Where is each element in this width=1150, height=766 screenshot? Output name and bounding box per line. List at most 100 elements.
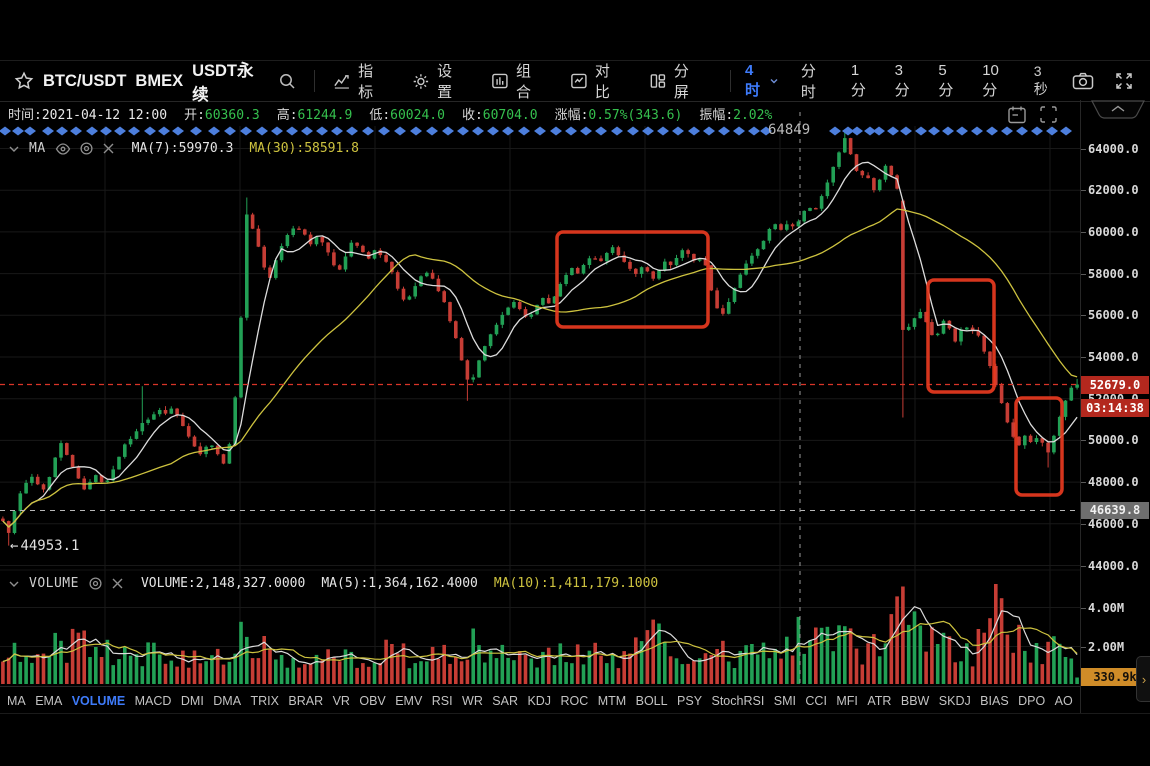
symbol-title: BTC/USDT BMEX USDT永续 xyxy=(14,57,260,105)
contract-type: USDT永续 xyxy=(192,62,254,104)
axis-tick-mark xyxy=(1081,523,1086,525)
ma-legend-name: MA xyxy=(29,141,46,156)
tab-smi[interactable]: SMI xyxy=(773,693,796,708)
price-axis[interactable] xyxy=(1080,100,1150,713)
toolbar-item-indicator[interactable]: 指标 xyxy=(333,60,386,102)
axis-tick-mark xyxy=(1081,148,1086,150)
tab-volume[interactable]: VOLUME xyxy=(71,693,126,708)
timeframe-1分[interactable]: 1分 xyxy=(850,62,866,99)
info-field: 涨幅:0.57%(343.6) xyxy=(554,107,683,123)
tab-trix[interactable]: TRIX xyxy=(250,693,279,708)
info-field: 时间:2021-04-12 12:00 xyxy=(8,107,168,123)
axis-tick-label: 50000.0 xyxy=(1088,433,1139,448)
tab-bbw[interactable]: BBW xyxy=(900,693,930,708)
tab-psy[interactable]: PSY xyxy=(677,693,703,708)
close-icon[interactable] xyxy=(102,142,115,155)
calendar-icon[interactable] xyxy=(1006,104,1028,126)
info-field: 收:60704.0 xyxy=(461,107,538,123)
collapse-pane-tab[interactable] xyxy=(1091,100,1145,124)
tab-vr[interactable]: VR xyxy=(332,693,350,708)
tab-sar[interactable]: SAR xyxy=(492,693,518,708)
indicator-settings-icon[interactable] xyxy=(88,576,103,591)
candle-countdown-badge: 03:14:38 xyxy=(1081,399,1149,417)
tab-dma[interactable]: DMA xyxy=(213,693,242,708)
axis-tick-label: 4.00M xyxy=(1088,600,1125,615)
axis-tick-mark xyxy=(1081,190,1086,192)
screenshot-frame-icon[interactable] xyxy=(1038,104,1059,126)
tab-kdj[interactable]: KDJ xyxy=(527,693,552,708)
tab-boll[interactable]: BOLL xyxy=(635,693,668,708)
close-icon[interactable] xyxy=(111,577,124,590)
expand-volume-axis-flap[interactable]: › xyxy=(1136,656,1150,702)
toolbar-menu: 指标 设置 组合 对比 分屏 xyxy=(333,60,728,102)
tab-mfi[interactable]: MFI xyxy=(836,693,858,708)
symbol-name[interactable]: BTC/USDT xyxy=(43,71,127,90)
info-field: 高:61244.9 xyxy=(276,107,353,123)
fullscreen-icon[interactable] xyxy=(1114,71,1134,91)
info-field: 低:60024.0 xyxy=(369,107,445,123)
toolbar-item-combo[interactable]: 组合 xyxy=(491,60,544,102)
tab-stochrsi[interactable]: StochRSI xyxy=(711,693,765,708)
tab-bias[interactable]: BIAS xyxy=(980,693,1009,708)
tab-cci[interactable]: CCI xyxy=(805,693,827,708)
axis-tick-mark xyxy=(1081,231,1086,233)
session-low-label: ← 44953.1 xyxy=(10,538,80,554)
volume-legend: VOLUME VOLUME:2,148,327.0000 MA(5):1,364,… xyxy=(8,576,658,591)
ohlc-info-bar: 时间:2021-04-12 12:00 开:60360.3 高:61244.9 低:6… xyxy=(0,100,1088,126)
volume-legend-values: VOLUME:2,148,327.0000 MA(5):1,364,162.400… xyxy=(141,576,658,591)
tab-dpo[interactable]: DPO xyxy=(1018,693,1046,708)
tab-skdj[interactable]: SKDJ xyxy=(938,693,971,708)
legend-value: MA(7):59970.3 xyxy=(131,141,234,156)
eye-icon[interactable] xyxy=(55,142,71,156)
bottom-letterbox xyxy=(0,713,1150,766)
toolbar-left: BTC/USDT BMEX USDT永续 指标 设置 组合 对比 分屏 4时 分时 1分 3分… xyxy=(0,60,1034,104)
search-icon[interactable] xyxy=(278,72,296,90)
toolbar-separator xyxy=(729,70,731,92)
toolbar-separator xyxy=(314,70,316,92)
chevron-down-icon[interactable] xyxy=(8,578,20,590)
axis-tick-mark xyxy=(1081,273,1086,275)
tab-rsi[interactable]: RSI xyxy=(431,693,453,708)
timeframe-分时[interactable]: 分时 xyxy=(800,63,816,101)
ma-legend: MA MA(7):59970.3 MA(30):58591.8 xyxy=(8,141,359,156)
toolbar-item-gear[interactable]: 设置 xyxy=(412,60,465,102)
info-field: 开:60360.3 xyxy=(184,107,260,123)
indicator-tab-bar: MA EMA VOLUME MACD DMI DMA TRIX BRAR VR OBV EMV RSI… xyxy=(0,686,1081,714)
tab-ema[interactable]: EMA xyxy=(35,693,63,708)
axis-tick-mark xyxy=(1081,357,1086,358)
tab-mtm[interactable]: MTM xyxy=(597,693,627,708)
axis-tick-mark xyxy=(1081,315,1086,317)
indicator-tab-list: MA EMA VOLUME MACD DMI DMA TRIX BRAR VR OBV EMV RSI… xyxy=(7,687,1073,714)
toolbar-item-split[interactable]: 分屏 xyxy=(649,60,702,102)
ma-legend-values: MA(7):59970.3 MA(30):58591.8 xyxy=(132,141,359,156)
camera-icon[interactable] xyxy=(1072,71,1094,91)
timeframe-5分[interactable]: 5分 xyxy=(938,62,954,99)
tab-ma[interactable]: MA xyxy=(7,693,26,708)
timeframe-4时[interactable]: 4时 xyxy=(745,62,779,100)
axis-tick-mark xyxy=(1081,440,1086,442)
exchange-name: BMEX xyxy=(135,71,184,90)
chart-corner-icons xyxy=(1006,104,1059,126)
tab-emv[interactable]: EMV xyxy=(395,693,423,708)
axis-tick-label: 54000.0 xyxy=(1088,350,1139,364)
tab-roc[interactable]: ROC xyxy=(560,693,589,708)
tab-macd[interactable]: MACD xyxy=(134,693,172,708)
toolbar-item-compare[interactable]: 对比 xyxy=(570,60,623,102)
tab-wr[interactable]: WR xyxy=(462,693,483,708)
axis-tick-mark xyxy=(1081,565,1086,567)
favorite-star-icon[interactable] xyxy=(14,71,34,91)
tab-obv[interactable]: OBV xyxy=(359,693,386,708)
timeframe-3分[interactable]: 3分 xyxy=(894,62,910,99)
tab-ao[interactable]: AO xyxy=(1054,693,1073,708)
tab-atr[interactable]: ATR xyxy=(867,693,892,708)
chevron-down-icon[interactable] xyxy=(8,143,20,155)
tab-dmi[interactable]: DMI xyxy=(180,693,204,708)
arrow-left-icon: ← xyxy=(10,538,19,554)
timeframe-10分[interactable]: 10分 xyxy=(982,62,999,99)
last-volume-badge: 330.9k xyxy=(1081,668,1149,686)
current-price-badge: 52679.0 xyxy=(1081,376,1149,394)
tab-brar[interactable]: BRAR xyxy=(288,693,324,708)
axis-tick-mark xyxy=(1081,646,1086,648)
chevron-right-icon: › xyxy=(1141,671,1147,687)
indicator-settings-icon[interactable] xyxy=(79,141,94,156)
